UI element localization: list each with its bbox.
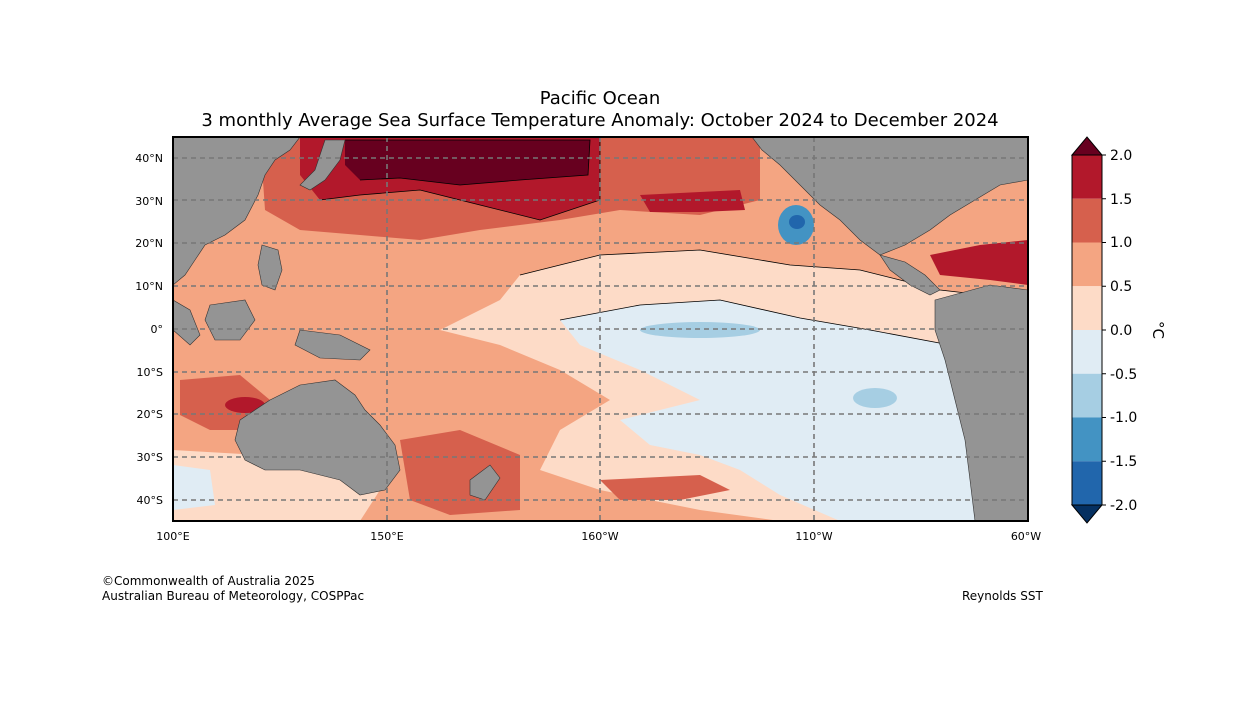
latitude-labels: 40°N 30°N 20°N 10°N 0° 10°S 20°S 30°S 40…: [135, 152, 163, 507]
south-america-landmass: [934, 284, 1028, 521]
longitude-labels: 100°E 150°E 160°W 110°W 60°W: [156, 530, 1041, 543]
borneo-landmass: [204, 299, 256, 341]
colorbar-tick: -1.0: [1110, 410, 1137, 426]
colorbar-segment: [1072, 286, 1102, 330]
colorbar-segment: [1072, 417, 1102, 462]
north-america-landmass: [751, 137, 1028, 256]
lat-label: 20°N: [135, 237, 163, 250]
new-guinea-landmass: [294, 329, 371, 361]
colorbar-tick: -2.0: [1110, 498, 1137, 514]
map-area: [173, 137, 1028, 521]
colorbar: 2.0 1.5 1.0 0.5 0.0 -0.5 -1.0 -1.5 -2.0 …: [1070, 136, 1167, 524]
lon-label: 100°E: [156, 530, 189, 543]
sst-cold-subtropical-patch: [853, 388, 897, 408]
map-frame: [172, 136, 1029, 522]
lon-label: 110°W: [795, 530, 832, 543]
graticule: [173, 137, 1028, 521]
sst-cool-southwest: [173, 465, 215, 510]
sst-hot-indian-patch: [225, 397, 265, 413]
lat-label: 20°S: [137, 408, 163, 421]
colorbar-tick: -1.5: [1110, 454, 1137, 470]
lat-label: 40°N: [135, 152, 163, 165]
sst-hot-midlat-band: [640, 190, 745, 212]
central-america-landmass: [879, 254, 941, 296]
colorbar-segment: [1072, 155, 1102, 199]
lat-label: 30°S: [137, 451, 163, 464]
colorbar-unit-label: °C: [1149, 321, 1167, 339]
colorbar-tick: -0.5: [1110, 367, 1137, 383]
sst-extreme-north-pacific: [345, 140, 590, 185]
lat-label: 40°S: [137, 494, 163, 507]
lon-label: 60°W: [1011, 530, 1041, 543]
sumatra-landmass: [173, 299, 201, 346]
colorbar-segment: [1072, 198, 1102, 243]
lat-label: 10°S: [137, 366, 163, 379]
sst-warm-caribbean: [930, 240, 1028, 285]
sst-warm-southern-band: [600, 475, 730, 500]
lon-label: 160°W: [581, 530, 618, 543]
new-zealand-landmass: [469, 464, 501, 501]
philippines-landmass: [257, 244, 283, 291]
sst-cool-equatorial-band: [560, 300, 1000, 521]
lat-label: 30°N: [135, 195, 163, 208]
asia-landmass: [173, 137, 301, 286]
colorbar-tick: 1.5: [1110, 192, 1132, 208]
map-subtitle: 3 monthly Average Sea Surface Temperatur…: [201, 110, 999, 131]
colorbar-segment: [1072, 242, 1102, 287]
colorbar-top-extension: [1070, 136, 1104, 156]
colorbar-bottom-extension: [1070, 504, 1104, 524]
australia-landmass: [234, 379, 401, 496]
sst-neutral-southwest: [173, 450, 380, 521]
colorbar-segment: [1072, 330, 1102, 374]
land-masses: [173, 137, 1028, 521]
sst-cold-equatorial-patch: [640, 322, 760, 338]
lat-label: 10°N: [135, 280, 163, 293]
japan-landmass: [299, 139, 346, 191]
colorbar-segment: [1072, 373, 1102, 418]
colorbar-segment: [1072, 461, 1102, 505]
sst-cold-baja-core: [789, 215, 805, 229]
sst-warm-tasman: [400, 430, 520, 515]
colorbar-tick: 0.5: [1110, 279, 1132, 295]
lat-label: 0°: [151, 323, 164, 336]
copyright-text: ©Commonwealth of Australia 2025: [102, 574, 315, 588]
map-title: Pacific Ocean: [539, 88, 661, 109]
colorbar-tick-labels: 2.0 1.5 1.0 0.5 0.0 -0.5 -1.0 -1.5 -2.0: [1110, 148, 1137, 514]
colorbar-tick: 2.0: [1110, 148, 1132, 164]
agency-text: Australian Bureau of Meteorology, COSPPa…: [102, 589, 365, 603]
colorbar-tick: 0.0: [1110, 323, 1132, 339]
lon-label: 150°E: [370, 530, 403, 543]
data-source-text: Reynolds SST: [962, 589, 1043, 603]
colorbar-tick: 1.0: [1110, 235, 1132, 251]
